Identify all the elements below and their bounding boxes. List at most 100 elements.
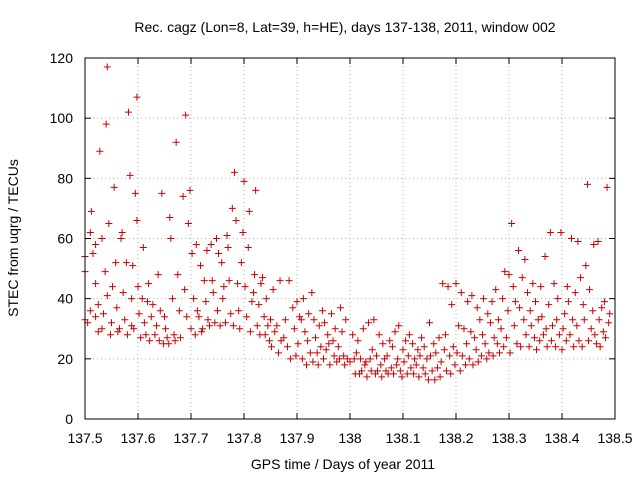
data-point [479,331,486,339]
data-point [165,340,173,348]
data-point [115,325,123,333]
data-point [457,289,465,297]
data-point [542,325,550,333]
data-point [309,358,317,366]
data-point [598,304,606,312]
y-tick-label: 0 [65,411,73,427]
data-point [456,367,464,375]
data-point [373,352,380,360]
data-point [410,370,418,378]
data-point [98,235,106,242]
data-point [259,274,267,282]
data-point [563,283,571,291]
data-point [458,352,466,360]
data-point [522,331,530,339]
data-point [409,340,417,348]
data-point [395,322,403,330]
data-point [153,322,161,330]
data-point [324,331,332,339]
data-point [195,313,203,321]
data-point [510,322,518,330]
data-point [517,343,525,351]
data-point [168,295,176,303]
data-point [100,310,108,318]
data-point [561,310,569,318]
data-point [462,361,470,369]
data-point [545,301,553,309]
data-point [228,204,236,212]
data-point [472,346,480,354]
data-point [506,349,514,357]
data-point [167,235,175,242]
data-point [219,295,227,303]
data-point [170,331,178,339]
data-point [184,219,192,227]
data-point [236,325,244,333]
data-point [469,361,477,369]
data-point [464,298,472,306]
data-point [411,355,419,363]
data-point [421,370,429,378]
data-point [202,298,210,306]
data-point [203,247,211,255]
x-tick-label: 137.9 [279,430,314,446]
data-point [156,307,164,315]
data-point [407,364,415,372]
data-point [260,313,268,321]
data-point [534,316,542,324]
data-point [350,355,358,363]
data-point [427,352,435,360]
data-point [283,343,291,351]
y-tick-label: 100 [50,110,74,126]
y-tick-label: 120 [50,50,74,66]
data-point [206,322,214,330]
data-point [526,307,534,315]
data-point [363,373,371,381]
data-point [377,361,385,369]
data-point [552,343,560,351]
data-point [113,304,121,312]
y-tick-label: 80 [57,170,73,186]
data-point [564,298,572,306]
data-point [606,310,614,318]
data-point [430,340,438,348]
data-point [119,289,127,297]
data-point [292,352,300,360]
data-point [516,304,524,312]
data-point [304,337,312,345]
data-point [262,295,270,303]
data-point [476,316,484,324]
data-point [495,349,503,357]
data-points [81,63,614,384]
data-point [124,108,132,116]
data-point [399,346,407,354]
data-point [490,334,498,342]
data-point [359,325,367,333]
data-point [315,322,323,330]
data-point [573,322,581,330]
data-point [243,313,251,321]
data-point [211,319,219,327]
data-point [370,316,378,324]
x-tick-label: 138.2 [438,430,473,446]
data-point [587,325,595,333]
data-point [605,319,613,327]
data-point [508,219,516,227]
data-point [334,343,342,351]
data-point [436,373,444,381]
data-point [599,328,607,336]
data-point [224,244,232,252]
data-point [154,271,162,279]
data-point [583,180,591,188]
data-point [414,346,422,354]
data-point [186,186,194,194]
data-point [338,328,346,336]
data-point [209,289,217,297]
data-point [234,280,242,288]
data-point [391,328,399,336]
data-point [306,349,314,357]
data-point [379,340,387,348]
data-point [558,346,566,354]
data-point [591,331,599,339]
data-point [537,283,545,291]
